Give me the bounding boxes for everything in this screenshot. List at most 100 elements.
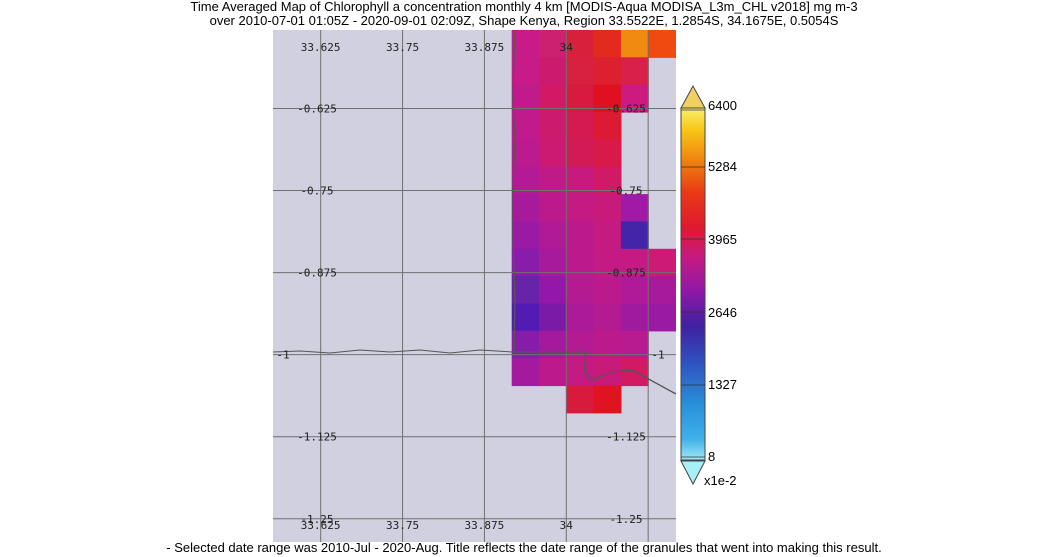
data-cell <box>539 57 567 86</box>
longitude-label-top: 33.75 <box>386 41 419 54</box>
data-cell <box>566 330 595 359</box>
data-cell <box>620 30 649 58</box>
data-cell <box>593 166 622 195</box>
latitude-label-left: -0.625 <box>297 103 337 116</box>
latitude-label-left: -1.25 <box>300 513 333 526</box>
colorbar-tick-label: 2646 <box>708 305 737 320</box>
data-cell <box>593 276 622 304</box>
colorbar-tick-label: 8 <box>708 449 715 464</box>
data-cell <box>566 112 595 140</box>
data-cell <box>593 330 622 359</box>
data-cell <box>593 194 622 222</box>
latitude-label-right: -1 <box>651 349 664 362</box>
data-cell <box>566 385 595 414</box>
data-cell <box>593 84 622 113</box>
data-cell <box>620 57 649 86</box>
data-cell <box>539 84 567 113</box>
data-cell <box>620 330 649 359</box>
data-cell <box>648 30 676 58</box>
data-cell <box>593 303 622 332</box>
map-title-line-2: over 2010-07-01 01:05Z - 2020-09-01 02:0… <box>209 13 839 28</box>
colorbar-over-triangle <box>680 84 706 109</box>
data-cell <box>511 330 540 359</box>
data-cell <box>566 303 595 332</box>
colorbar-tick-label: 6400 <box>708 98 737 113</box>
data-cell <box>511 166 540 195</box>
data-cell <box>566 30 595 58</box>
data-cell <box>539 194 567 222</box>
data-cell <box>539 30 567 58</box>
latitude-label-left: -1.125 <box>297 431 337 444</box>
data-cell <box>566 166 595 195</box>
data-cell <box>511 358 540 387</box>
data-cell <box>511 57 540 86</box>
data-cell <box>566 139 595 168</box>
data-cell <box>566 276 595 304</box>
latitude-label-right: -1.25 <box>609 513 642 526</box>
data-cell <box>620 221 649 250</box>
data-cell <box>539 166 567 195</box>
data-cell <box>593 30 622 58</box>
data-cell <box>620 248 649 277</box>
data-cell <box>593 221 622 250</box>
longitude-label-bottom: 33.75 <box>386 519 419 532</box>
data-cell <box>539 139 567 168</box>
latitude-label-left: -1 <box>276 349 289 362</box>
data-cell <box>566 221 595 250</box>
colorbar-tick-label: 5284 <box>708 159 737 174</box>
data-cell <box>539 221 567 250</box>
data-cell <box>593 385 622 414</box>
colorbar-under-triangle <box>680 460 706 486</box>
longitude-label-bottom: 34 <box>560 519 574 532</box>
data-cell <box>566 248 595 277</box>
data-cell <box>620 194 649 222</box>
latitude-label-right: -0.75 <box>609 185 642 198</box>
data-cell <box>539 330 567 359</box>
colorbar-tick-label: 1327 <box>708 377 737 392</box>
data-cell <box>593 139 622 168</box>
latitude-label-left: -0.875 <box>297 267 337 280</box>
longitude-label-top: 34 <box>560 41 574 54</box>
map-title-line-1: Time Averaged Map of Chlorophyll a conce… <box>190 0 858 14</box>
data-cell <box>539 303 567 332</box>
date-range-caption: - Selected date range was 2010-Jul - 202… <box>166 540 882 555</box>
data-cell <box>593 57 622 86</box>
data-cell <box>566 194 595 222</box>
data-cell <box>539 276 567 304</box>
shape-boundary <box>273 30 676 395</box>
latitude-label-right: -0.625 <box>606 103 646 116</box>
latitude-label-right: -0.875 <box>606 267 646 280</box>
data-cell <box>593 248 622 277</box>
data-cell <box>648 248 676 277</box>
longitude-label-top: 33.875 <box>465 41 505 54</box>
data-cell <box>511 139 540 168</box>
data-cell <box>539 112 567 140</box>
data-cell <box>511 221 540 250</box>
data-cell <box>511 303 540 332</box>
data-cell <box>566 84 595 113</box>
data-cell <box>511 248 540 277</box>
data-cell <box>511 276 540 304</box>
colorbar-scale <box>680 107 706 461</box>
graticule-labels: 33.625 33.75 33.875 34 33.625 33.75 33.875 34 -0… <box>276 41 664 532</box>
longitude-label-bottom: 33.625 <box>301 519 341 532</box>
chlorophyll-grid <box>511 30 676 414</box>
lake-shoreline <box>273 349 514 354</box>
longitude-label-top: 33.625 <box>301 41 341 54</box>
latitude-label-right: -1.125 <box>606 431 646 444</box>
latitude-label-left: -0.75 <box>300 185 333 198</box>
data-cell <box>648 303 676 332</box>
data-cell <box>511 194 540 222</box>
data-cell <box>566 57 595 86</box>
graticule <box>273 30 676 542</box>
data-cell <box>620 303 649 332</box>
colorbar-multiplier: x1e-2 <box>704 473 737 488</box>
data-cell <box>593 358 622 387</box>
data-cell <box>620 84 649 113</box>
data-cell <box>539 248 567 277</box>
data-cell <box>511 30 540 58</box>
data-cell <box>593 112 622 140</box>
kenya-boundary-line <box>512 30 676 395</box>
data-cell <box>511 112 540 140</box>
